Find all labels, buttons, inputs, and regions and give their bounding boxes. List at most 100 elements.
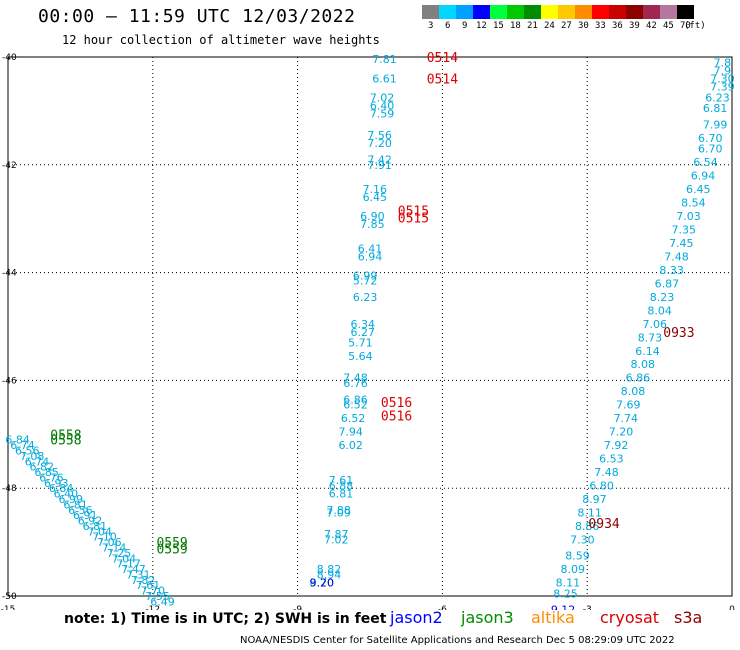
swh-value: 7.10 xyxy=(92,531,117,544)
swh-value: 8.82 xyxy=(317,563,342,576)
swh-value: 8.70 xyxy=(309,577,334,590)
swh-value: 6.27 xyxy=(351,326,376,339)
swh-value: 6.23 xyxy=(353,291,378,304)
swh-value: 6.84 xyxy=(49,482,74,495)
swh-value: 6.86 xyxy=(343,393,368,406)
swh-value: 7.06 xyxy=(97,536,122,549)
x-tick-label: -6 xyxy=(438,605,447,610)
swh-value: 6.99 xyxy=(353,269,378,282)
legend-labels: 3 6 9 12 15 18 21 24 27 30 33 36 39 42 45 70 (ft) xyxy=(422,19,706,33)
legend-label-42: 42 xyxy=(646,21,657,31)
swh-value: 7.94 xyxy=(338,426,363,439)
swh-value: 6.02 xyxy=(338,439,363,452)
y-tick-label: -46 xyxy=(2,376,17,386)
swh-value: 6.76 xyxy=(39,471,64,484)
swh-value: 8.86 xyxy=(575,520,600,533)
swh-value: 9.12 xyxy=(551,603,576,610)
swh-value: 7.39 xyxy=(710,81,735,94)
legend-label-30: 30 xyxy=(578,21,589,31)
mission-cryosat: cryosat xyxy=(600,608,660,627)
map-title: 00:00 — 11:59 UTC 12/03/2022 xyxy=(38,6,356,27)
swh-value: 7.35 xyxy=(671,223,696,236)
swh-value: 8.94 xyxy=(317,568,342,581)
legend-label-21: 21 xyxy=(527,21,538,31)
swh-value: 6.56 xyxy=(68,504,93,517)
swh-value: 6.99 xyxy=(58,493,83,506)
legend-swatch-9 xyxy=(456,5,473,19)
swh-value: 6.40 xyxy=(370,100,395,113)
swh-value: 7.31 xyxy=(126,568,151,581)
swh-value: 6.14 xyxy=(635,345,660,358)
legend-swatch-27 xyxy=(558,5,575,19)
swh-value: 7.02 xyxy=(370,91,395,104)
swh-value: 6.94 xyxy=(691,170,716,183)
legend-label-9: 9 xyxy=(462,21,468,31)
y-tick-label: -42 xyxy=(2,161,17,171)
swh-value: 6.91 xyxy=(73,509,98,522)
swh-value: 6.90 xyxy=(360,210,385,223)
x-tick-label: 0 xyxy=(729,605,735,610)
pass-time-label: 0559 xyxy=(156,543,187,558)
swh-value: 6.49 xyxy=(150,595,175,608)
swh-value: 7.06 xyxy=(643,318,668,331)
x-tick-label: -9 xyxy=(293,605,302,610)
swh-value: 6.70 xyxy=(698,132,723,145)
swh-value: 8.11 xyxy=(577,506,602,519)
pass-time-label: 0515 xyxy=(398,205,429,220)
swh-value: 7.92 xyxy=(604,439,629,452)
swh-value: 6.74 xyxy=(10,439,35,452)
swh-value: 7.9 xyxy=(714,64,732,77)
swh-value: 7.04 xyxy=(87,525,112,538)
swh-value: 7.42 xyxy=(367,153,392,166)
legend-label-33: 33 xyxy=(595,21,606,31)
swh-value: 8.23 xyxy=(650,291,675,304)
swh-value: 7.8 xyxy=(714,56,732,69)
legend-label-39: 39 xyxy=(629,21,640,31)
swh-value: 6.86 xyxy=(626,372,651,385)
pass-time-label: 0558 xyxy=(50,434,81,449)
legend-label-36: 36 xyxy=(612,21,623,31)
swh-value: 6.81 xyxy=(329,488,354,501)
swh-value: 7.30 xyxy=(570,533,595,546)
map-subtitle: 12 hour collection of altimeter wave hei… xyxy=(62,33,380,47)
pass-time-label: 0515 xyxy=(398,212,429,227)
legend-label-12: 12 xyxy=(476,21,487,31)
swh-value: 8.73 xyxy=(638,331,663,344)
legend-swatch-33 xyxy=(592,5,609,19)
mission-jason2: jason2 xyxy=(390,608,443,627)
swh-value: 6.93 xyxy=(44,477,69,490)
legend-swatch-42 xyxy=(643,5,660,19)
swh-value: 7.99 xyxy=(703,118,728,131)
legend-unit: (ft) xyxy=(684,21,706,31)
swh-value: 7.17 xyxy=(116,558,141,571)
swh-value: 7.48 xyxy=(664,250,689,263)
swh-value: 8.08 xyxy=(630,358,655,371)
legend-label-70: 70 xyxy=(680,21,691,31)
swh-value: 7.30 xyxy=(710,73,735,86)
mission-altika: altika xyxy=(531,608,575,627)
swh-value: 9.20 xyxy=(309,577,334,590)
legend-swatch-24 xyxy=(541,5,558,19)
pass-time-label: 0558 xyxy=(50,428,81,443)
swh-value: 7.45 xyxy=(669,237,694,250)
swh-value: 7.59 xyxy=(370,108,395,121)
legend-swatch-15 xyxy=(490,5,507,19)
swh-value: 6.34 xyxy=(351,318,376,331)
color-scale-legend: 3 6 9 12 15 18 21 24 27 30 33 36 39 42 45 70 (ft) xyxy=(422,5,706,33)
pass-time-label: 0559 xyxy=(156,536,187,551)
legend-label-6: 6 xyxy=(445,21,451,31)
legend-swatch-6 xyxy=(439,5,456,19)
legend-swatch-3 xyxy=(422,5,439,19)
swh-value: 8.97 xyxy=(582,493,607,506)
pass-time-label: 0516 xyxy=(381,396,412,411)
swh-value: 8.33 xyxy=(659,264,684,277)
legend-swatch-39 xyxy=(626,5,643,19)
swh-value: 6.84 xyxy=(5,434,30,447)
legend-swatch-12 xyxy=(473,5,490,19)
swh-value: 6.52 xyxy=(341,412,366,425)
y-tick-label: -40 xyxy=(2,53,17,63)
legend-label-3: 3 xyxy=(428,21,434,31)
pass-time-label: 0934 xyxy=(588,517,619,532)
swh-value: 7.48 xyxy=(594,466,619,479)
swh-value: 7.61 xyxy=(329,474,354,487)
